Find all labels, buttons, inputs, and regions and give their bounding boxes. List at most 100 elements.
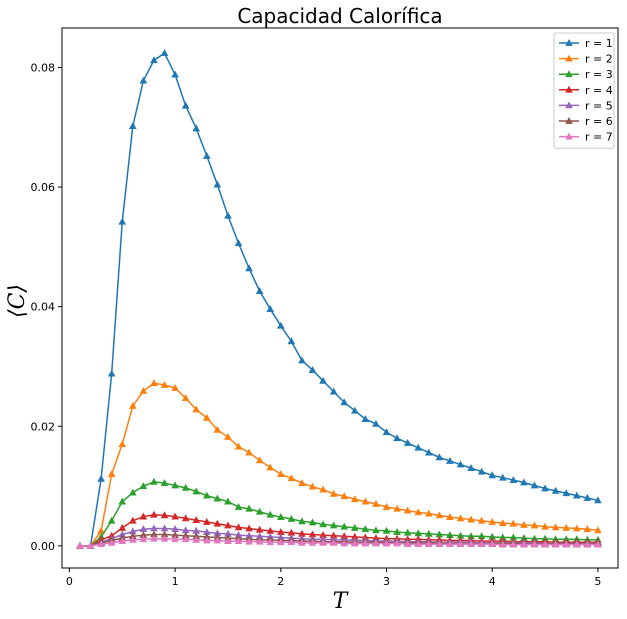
data-point <box>171 525 179 533</box>
data-point <box>139 512 148 520</box>
data-point <box>213 494 222 502</box>
series-2 <box>76 379 602 549</box>
data-point <box>298 479 306 486</box>
data-point <box>350 539 359 547</box>
data-point <box>446 531 454 538</box>
data-point <box>541 484 549 492</box>
data-point <box>382 503 391 510</box>
data-point <box>277 321 285 329</box>
data-point <box>372 526 380 534</box>
data-point <box>181 526 190 534</box>
data-point <box>203 536 211 544</box>
data-point <box>340 492 349 500</box>
data-point <box>509 533 518 541</box>
data-point <box>139 76 148 84</box>
data-point <box>203 528 211 535</box>
y-tick-label: 0.04 <box>31 301 56 314</box>
data-point <box>372 419 380 427</box>
data-point <box>192 526 201 534</box>
data-point <box>97 526 105 534</box>
data-point <box>446 513 454 521</box>
data-point <box>160 381 169 388</box>
data-point <box>160 530 169 538</box>
data-point <box>456 460 465 468</box>
data-point <box>319 376 327 384</box>
data-point <box>97 540 105 547</box>
data-point <box>477 532 486 540</box>
data-point <box>319 485 327 493</box>
data-point <box>266 526 275 534</box>
data-point <box>129 488 137 496</box>
legend-entry: r = 7 <box>559 131 613 144</box>
y-tick-label: 0.06 <box>31 181 56 194</box>
data-point <box>181 394 190 402</box>
data-point <box>266 305 275 312</box>
data-point <box>181 101 190 109</box>
data-point <box>118 440 127 448</box>
legend-label: r = 2 <box>585 53 613 66</box>
data-point <box>245 504 253 512</box>
data-point <box>583 494 592 501</box>
data-point <box>594 496 602 504</box>
data-point <box>192 535 201 543</box>
data-point <box>139 482 148 489</box>
data-point <box>308 538 317 546</box>
data-point <box>298 517 306 525</box>
legend-marker <box>565 132 573 140</box>
data-point <box>298 356 306 364</box>
data-point <box>340 398 349 406</box>
data-point <box>467 464 475 472</box>
data-point <box>150 379 158 387</box>
data-point <box>203 517 211 525</box>
data-point <box>488 540 497 547</box>
data-point <box>498 533 507 541</box>
data-point <box>203 413 211 421</box>
data-point <box>139 531 148 538</box>
data-point <box>393 504 401 512</box>
data-point <box>76 541 84 549</box>
data-point <box>435 453 444 461</box>
data-point <box>488 471 497 479</box>
data-point <box>107 470 116 477</box>
data-point <box>287 538 296 546</box>
data-point <box>150 524 158 532</box>
data-point <box>319 520 327 528</box>
data-point <box>171 481 179 489</box>
data-point <box>414 443 423 451</box>
legend-entry: r = 4 <box>559 84 613 97</box>
data-point <box>150 510 158 518</box>
data-point <box>224 433 232 440</box>
data-point <box>509 476 518 483</box>
legend-label: r = 4 <box>585 84 613 97</box>
data-point <box>287 528 296 536</box>
axis-ticks: 0 1 2 3 4 5 0.00 0.02 0.04 0.06 0.08 <box>31 61 602 588</box>
data-point <box>594 526 602 534</box>
series-3 <box>76 477 602 549</box>
data-point <box>498 519 507 527</box>
data-point <box>171 531 179 538</box>
data-point <box>340 522 349 530</box>
data-point <box>150 477 158 485</box>
data-point <box>150 534 158 542</box>
data-point <box>551 523 560 531</box>
legend-marker <box>565 39 573 46</box>
data-point <box>287 514 296 522</box>
data-point <box>350 523 359 531</box>
data-point <box>520 534 528 541</box>
data-point <box>255 525 264 533</box>
data-point <box>181 535 190 543</box>
data-point <box>319 531 327 538</box>
x-tick-label: 3 <box>383 575 390 588</box>
legend-marker <box>565 101 573 109</box>
data-point <box>298 538 306 546</box>
axes-frame <box>61 27 619 569</box>
data-point <box>541 522 549 530</box>
legend-label: r = 6 <box>585 115 613 128</box>
data-point <box>424 448 433 456</box>
data-point <box>203 151 211 159</box>
data-point <box>171 535 179 543</box>
data-point <box>562 489 571 497</box>
data-point <box>224 521 232 529</box>
data-point <box>329 531 338 539</box>
data-point <box>245 264 253 272</box>
